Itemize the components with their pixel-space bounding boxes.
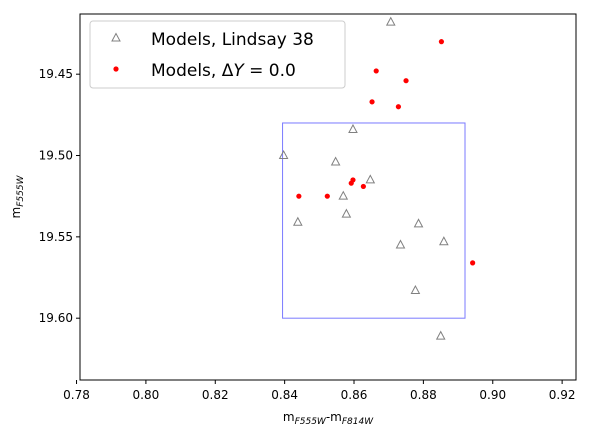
triangle-point [385, 16, 396, 26]
y-axis: 19.45 19.50 19.55 19.60 [39, 67, 80, 325]
dot-point [470, 260, 476, 266]
dot-point [438, 39, 445, 45]
x-tick-label: 0.80 [133, 388, 160, 402]
triangle-point [292, 216, 303, 226]
y-tick-label: 19.50 [39, 149, 73, 163]
plot-frame [79, 13, 577, 381]
dot-point [395, 104, 402, 110]
dot-point [348, 180, 354, 186]
triangle-point [330, 156, 341, 166]
x-tick-label: 0.88 [410, 388, 437, 402]
legend-frame [89, 20, 346, 89]
x-tick-label: 0.82 [202, 388, 229, 402]
legend-label-delta-y: Models, ΔY = 0.0 [151, 61, 296, 81]
y-tick-label: 19.55 [39, 230, 73, 244]
y-tick-label: 19.45 [39, 67, 73, 81]
x-tick-label: 0.86 [341, 388, 368, 402]
triangle-point [395, 239, 406, 249]
triangle-point [348, 123, 358, 133]
x-tick-label: 0.92 [549, 388, 576, 402]
legend: Models, Lindsay 38 Models, ΔY = 0.0 [89, 20, 346, 89]
dot-point [403, 78, 409, 84]
x-tick-label: 0.90 [479, 388, 506, 402]
triangle-point [410, 284, 421, 295]
dot-point [369, 99, 375, 105]
triangle-point [338, 190, 349, 200]
legend-triangle-marker [111, 32, 121, 42]
triangle-point [435, 330, 446, 340]
x-tick-label: 0.84 [271, 388, 298, 402]
triangle-point [278, 149, 289, 160]
triangle-point [341, 208, 352, 218]
x-axis: 0.78 0.80 0.82 0.84 0.86 0.88 0.90 0.92 [63, 380, 575, 402]
triangle-point [439, 236, 449, 246]
dot-point [296, 193, 302, 199]
x-axis-label: mF555W-mF814W [283, 410, 374, 427]
dot-point [324, 193, 330, 199]
legend-label-lindsay-38: Models, Lindsay 38 [151, 30, 314, 50]
legend-dot-marker [113, 66, 119, 72]
x-tick-label: 0.78 [63, 388, 90, 402]
triangle-point [413, 218, 424, 228]
y-axis-label: mF555W [9, 174, 26, 218]
selection-box [282, 122, 466, 319]
dot-point [373, 68, 379, 74]
triangle-point [365, 174, 376, 184]
y-tick-label: 19.60 [39, 311, 73, 325]
dot-point [360, 183, 366, 190]
